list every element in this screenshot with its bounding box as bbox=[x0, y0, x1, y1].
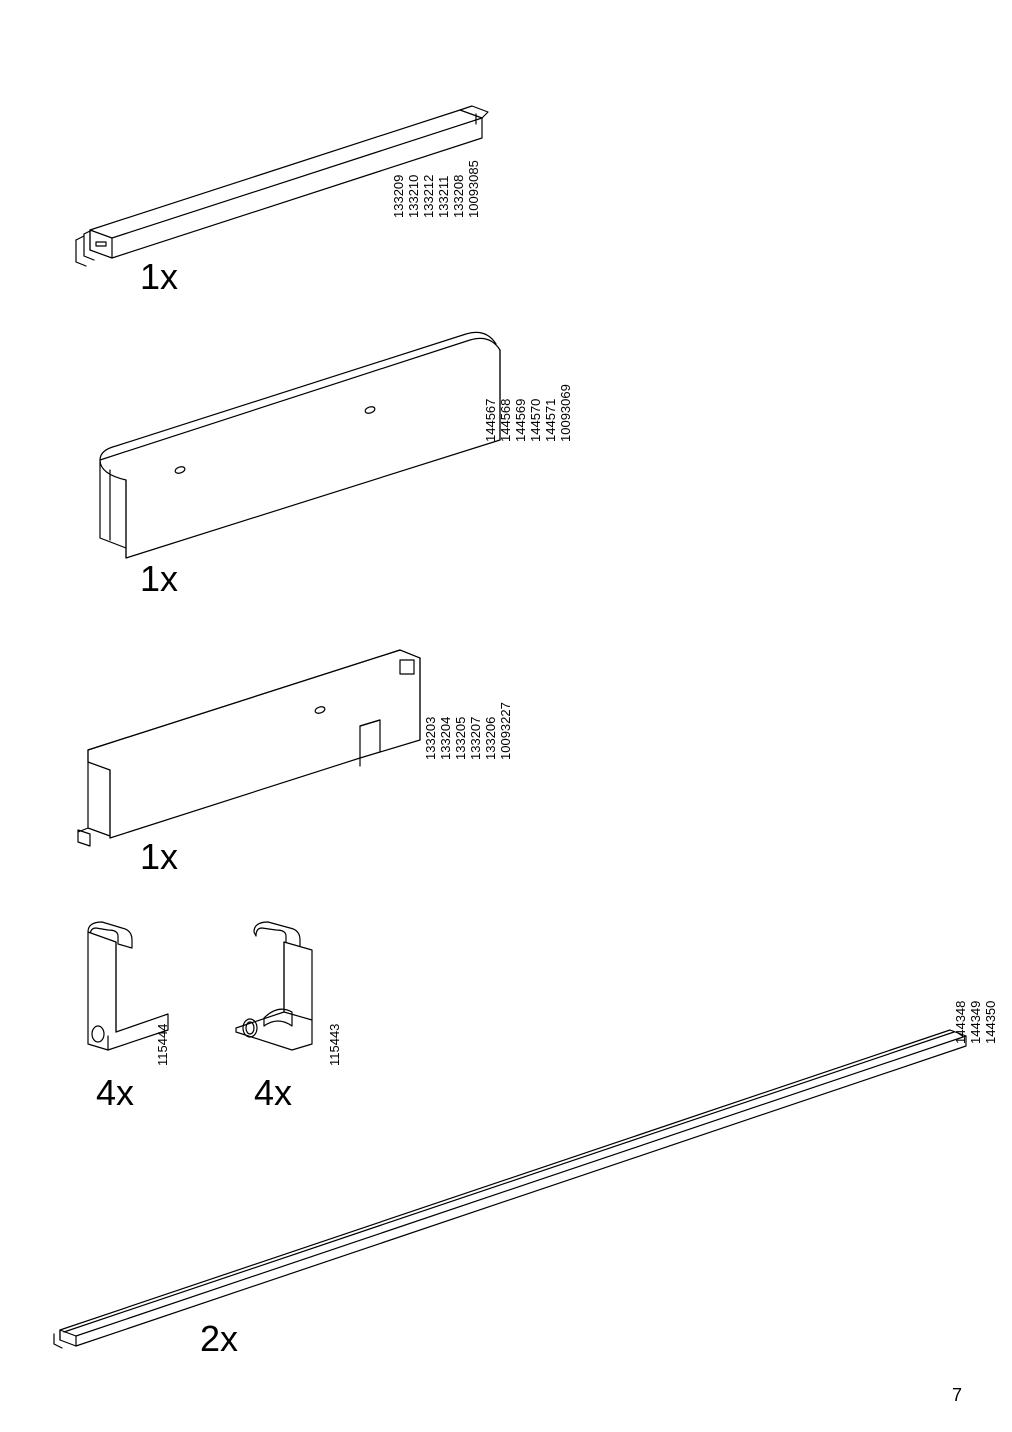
long-strip-qty: 2x bbox=[200, 1318, 238, 1360]
lower-panel-numbers: 133203 133204 133205 133207 133206 10093… bbox=[424, 702, 514, 760]
page-number: 7 bbox=[952, 1385, 962, 1406]
lower-panel-qty: 1x bbox=[140, 836, 178, 878]
mid-panel-diagram bbox=[70, 290, 510, 560]
page: 1x 133209 133210 133212 133211 133208 10… bbox=[0, 0, 1012, 1432]
lower-panel-diagram bbox=[60, 580, 460, 860]
long-strip-numbers: 144348 144349 144350 bbox=[954, 1001, 999, 1044]
top-rail-numbers: 133209 133210 133212 133211 133208 10093… bbox=[392, 160, 482, 218]
long-strip-diagram bbox=[50, 970, 970, 1350]
mid-panel-numbers: 144567 144568 144569 144570 144571 10093… bbox=[484, 384, 574, 442]
